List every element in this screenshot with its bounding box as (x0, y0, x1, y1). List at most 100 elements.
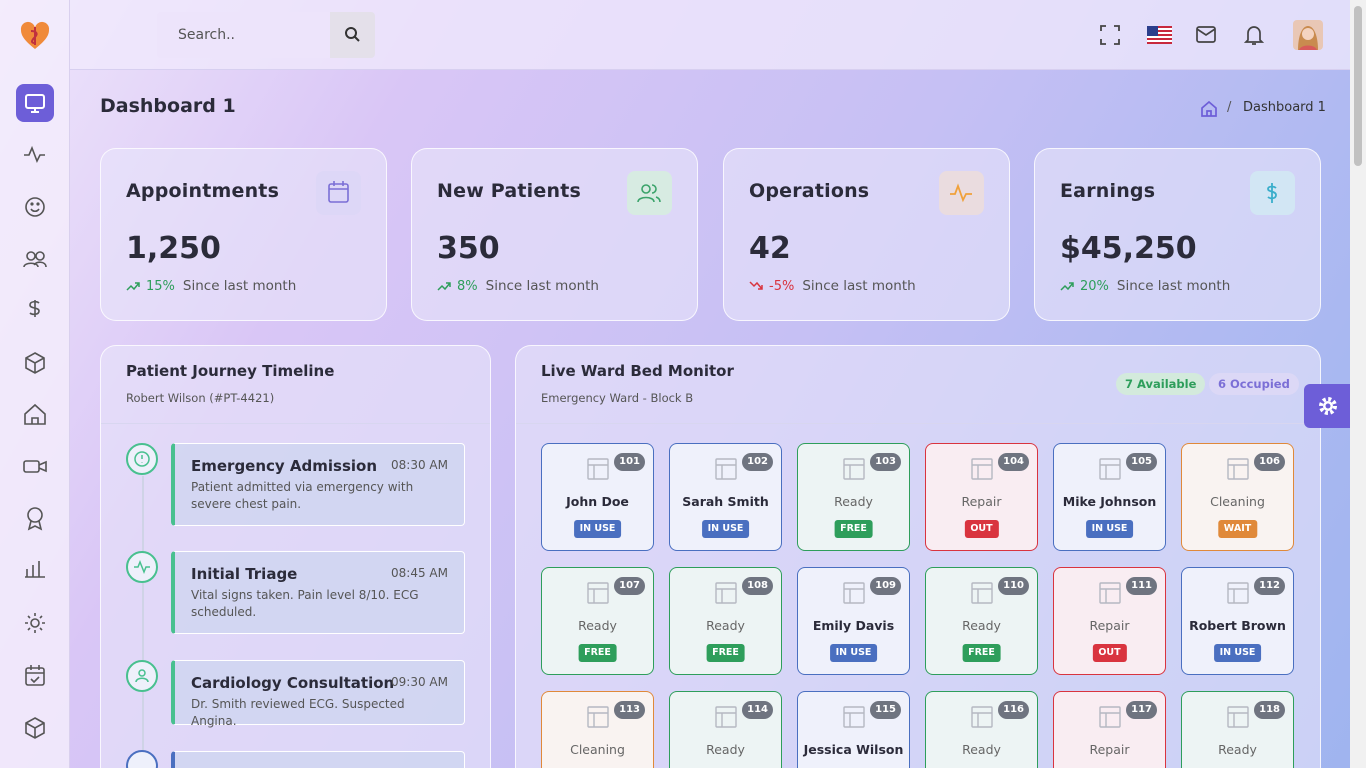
bed-label: Ready (706, 618, 745, 633)
timeline-subtitle: Robert Wilson (#PT-4421) (126, 391, 275, 405)
event-title: Emergency Admission (191, 457, 378, 475)
bed-number: 115 (870, 701, 901, 719)
stat-change: 20% (1080, 278, 1109, 294)
notification-button[interactable] (1244, 24, 1264, 46)
mail-button[interactable] (1196, 26, 1216, 43)
bed-number: 101 (614, 453, 645, 471)
bed-number: 103 (870, 453, 901, 471)
bed-label: Ready (578, 618, 617, 633)
bed-label: Cleaning (1210, 494, 1265, 509)
stat-note: Since last month (1116, 278, 1231, 294)
bed-status: OUT (964, 520, 999, 538)
bed-tile: 115 Jessica Wilson (797, 691, 910, 768)
stat-value: $45,250 (1060, 231, 1197, 266)
bed-status: FREE (834, 520, 873, 538)
bed-tile: 112 Robert Brown IN USE (1181, 567, 1294, 675)
scrollbar-thumb[interactable] (1354, 6, 1362, 166)
stat-icon (627, 171, 672, 215)
event-description: Patient admitted via emergency with seve… (191, 480, 414, 511)
bed-label: Jessica Wilson (803, 742, 904, 757)
bed-number: 114 (742, 701, 773, 719)
trend-icon (437, 282, 451, 291)
bed-label: Repair (1089, 742, 1130, 757)
stat-label: Appointments (126, 180, 280, 202)
bed-label: Ready (962, 742, 1001, 757)
bed-number: 110 (998, 577, 1029, 595)
bed-label: Repair (961, 494, 1002, 509)
bed-status: OUT (1092, 644, 1127, 662)
bed-label: Ready (834, 494, 873, 509)
bed-label: Ready (962, 618, 1001, 633)
bed-icon (1227, 582, 1249, 604)
bed-status: IN USE (701, 520, 750, 538)
page-title: Dashboard 1 (100, 95, 236, 117)
event-time: 08:30 AM (391, 458, 448, 472)
bed-status: IN USE (1213, 644, 1262, 662)
bed-tile: 108 Ready FREE (669, 567, 782, 675)
user-avatar[interactable] (1293, 20, 1323, 50)
bed-tile: 104 Repair OUT (925, 443, 1038, 551)
bed-tile: 102 Sarah Smith IN USE (669, 443, 782, 551)
bed-tile: 118 Ready (1181, 691, 1294, 768)
timeline-icon (126, 660, 158, 692)
timeline-title: Patient Journey Timeline (126, 362, 335, 380)
bed-tile: 107 Ready FREE (541, 567, 654, 675)
search-box[interactable]: Search.. (157, 12, 375, 58)
stat-change: -5% (769, 278, 795, 294)
bed-number: 106 (1254, 453, 1285, 471)
divider (516, 423, 1320, 424)
bed-status: IN USE (573, 520, 622, 538)
event-title: Initial Triage (191, 565, 298, 583)
nav-icons[interactable] (22, 140, 48, 740)
topbar: Search.. (70, 0, 1350, 70)
stat-card: Operations 42 -5% Since last month (723, 148, 1010, 321)
bed-label: Mike Johnson (1062, 494, 1157, 509)
bed-status: IN USE (1085, 520, 1134, 538)
timeline-line (142, 476, 144, 768)
bed-icon (843, 582, 865, 604)
stat-label: New Patients (437, 180, 581, 202)
bed-status: IN USE (829, 644, 878, 662)
stat-change-row: 20% Since last month (1060, 278, 1230, 294)
bed-icon (715, 706, 737, 728)
bed-tile: 113 Cleaning (541, 691, 654, 768)
stat-icon (316, 171, 361, 215)
search-button[interactable] (330, 12, 375, 58)
settings-button[interactable] (1304, 384, 1350, 428)
timeline-event (171, 751, 465, 768)
bed-icon (1227, 706, 1249, 728)
bed-icon (1227, 458, 1249, 480)
breadcrumb-home[interactable] (1200, 100, 1218, 118)
divider (101, 423, 490, 424)
bed-icon (971, 458, 993, 480)
language-flag[interactable] (1147, 26, 1172, 44)
trend-icon (126, 282, 140, 291)
bed-status: FREE (962, 644, 1001, 662)
stat-icon (1250, 171, 1295, 215)
logo (20, 21, 50, 49)
scrollbar (1350, 0, 1366, 768)
stat-change-row: -5% Since last month (749, 278, 916, 294)
stat-label: Operations (749, 180, 870, 202)
bed-tile: 103 Ready FREE (797, 443, 910, 551)
bed-label: Cleaning (570, 742, 625, 757)
bed-tile: 114 Ready (669, 691, 782, 768)
bed-icon (715, 458, 737, 480)
breadcrumb-separator: / (1227, 100, 1232, 115)
bed-icon (843, 458, 865, 480)
stat-change-row: 15% Since last month (126, 278, 296, 294)
bed-number: 108 (742, 577, 773, 595)
fullscreen-button[interactable] (1100, 25, 1120, 45)
bed-number: 111 (1126, 577, 1157, 595)
available-badge: 7 Available (1116, 373, 1206, 395)
bed-label: Robert Brown (1189, 618, 1286, 633)
bed-tile: 116 Ready (925, 691, 1038, 768)
timeline-event: Initial Triage 08:45 AM Vital signs take… (171, 551, 465, 634)
trend-icon (1060, 282, 1074, 291)
nav-dashboard[interactable] (16, 84, 54, 122)
bed-number: 116 (998, 701, 1029, 719)
event-description: Vital signs taken. Pain level 8/10. ECG … (191, 588, 419, 619)
bed-label: Emily Davis (812, 618, 895, 633)
timeline-icon (126, 443, 158, 475)
bed-tile: 117 Repair (1053, 691, 1166, 768)
